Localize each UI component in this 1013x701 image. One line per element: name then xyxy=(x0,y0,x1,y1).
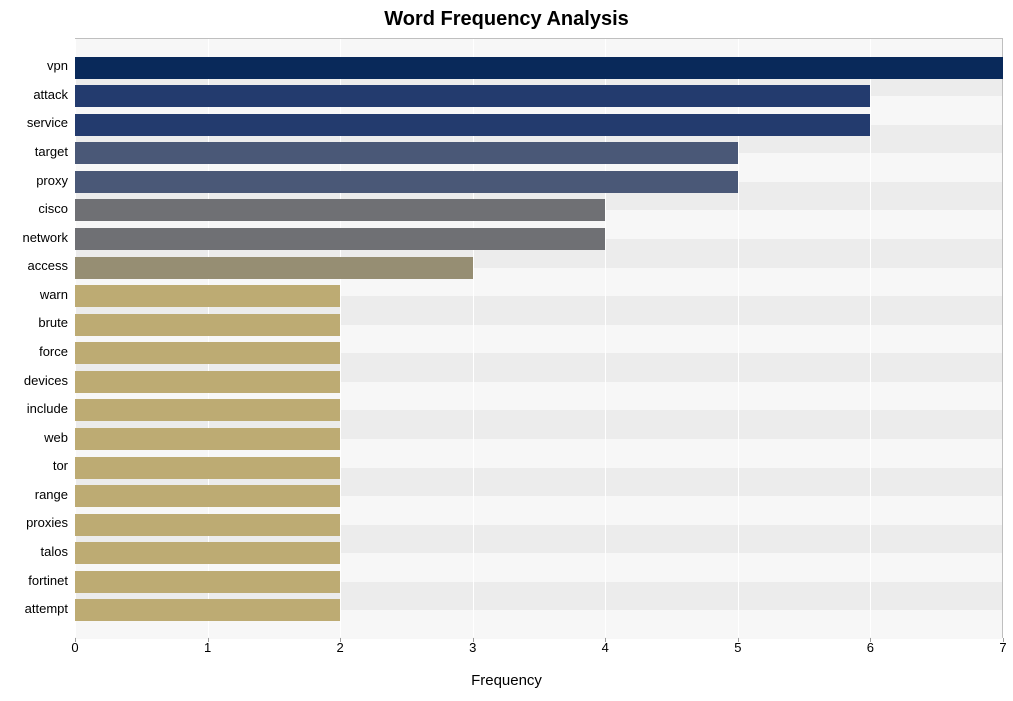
bar xyxy=(75,571,340,593)
x-tick-mark xyxy=(870,638,871,642)
bar xyxy=(75,428,340,450)
x-tick-mark xyxy=(1003,638,1004,642)
bar xyxy=(75,142,738,164)
y-tick-label: fortinet xyxy=(0,567,68,596)
y-tick-label: range xyxy=(0,481,68,510)
bar xyxy=(75,457,340,479)
y-tick-label: vpn xyxy=(0,52,68,81)
chart-title: Word Frequency Analysis xyxy=(0,8,1013,31)
x-tick-mark xyxy=(473,638,474,642)
y-tick-label: force xyxy=(0,338,68,367)
y-tick-label: proxy xyxy=(0,167,68,196)
x-tick-label: 3 xyxy=(469,640,476,655)
y-tick-label: network xyxy=(0,224,68,253)
bar xyxy=(75,228,605,250)
y-tick-label: web xyxy=(0,424,68,453)
y-tick-label: attack xyxy=(0,81,68,110)
x-tick-label: 0 xyxy=(71,640,78,655)
x-tick-mark xyxy=(605,638,606,642)
x-tick-label: 6 xyxy=(867,640,874,655)
bar xyxy=(75,285,340,307)
x-tick-mark xyxy=(208,638,209,642)
bar xyxy=(75,57,1003,79)
x-tick-label: 4 xyxy=(602,640,609,655)
bar xyxy=(75,199,605,221)
y-tick-label: cisco xyxy=(0,195,68,224)
bar xyxy=(75,114,870,136)
bar xyxy=(75,599,340,621)
x-axis-title: Frequency xyxy=(0,672,1013,689)
plot-area xyxy=(75,38,1003,638)
bar xyxy=(75,342,340,364)
y-tick-label: warn xyxy=(0,281,68,310)
y-tick-label: tor xyxy=(0,452,68,481)
grid-line xyxy=(870,39,871,637)
bar xyxy=(75,171,738,193)
y-tick-label: proxies xyxy=(0,509,68,538)
x-tick-label: 2 xyxy=(337,640,344,655)
grid-line xyxy=(1003,39,1004,637)
bar xyxy=(75,85,870,107)
bar xyxy=(75,371,340,393)
bar xyxy=(75,485,340,507)
x-tick-label: 5 xyxy=(734,640,741,655)
y-tick-label: include xyxy=(0,395,68,424)
x-tick-label: 1 xyxy=(204,640,211,655)
y-tick-label: access xyxy=(0,252,68,281)
y-tick-label: brute xyxy=(0,309,68,338)
y-tick-label: attempt xyxy=(0,595,68,624)
x-tick-mark xyxy=(340,638,341,642)
x-tick-mark xyxy=(75,638,76,642)
bar xyxy=(75,399,340,421)
y-tick-label: target xyxy=(0,138,68,167)
y-tick-label: service xyxy=(0,109,68,138)
bar xyxy=(75,542,340,564)
bar xyxy=(75,314,340,336)
bar xyxy=(75,257,473,279)
x-tick-label: 7 xyxy=(999,640,1006,655)
y-tick-label: devices xyxy=(0,367,68,396)
y-tick-label: talos xyxy=(0,538,68,567)
chart-container: Word Frequency Analysis Frequency vpnatt… xyxy=(0,0,1013,701)
x-tick-mark xyxy=(738,638,739,642)
bar xyxy=(75,514,340,536)
